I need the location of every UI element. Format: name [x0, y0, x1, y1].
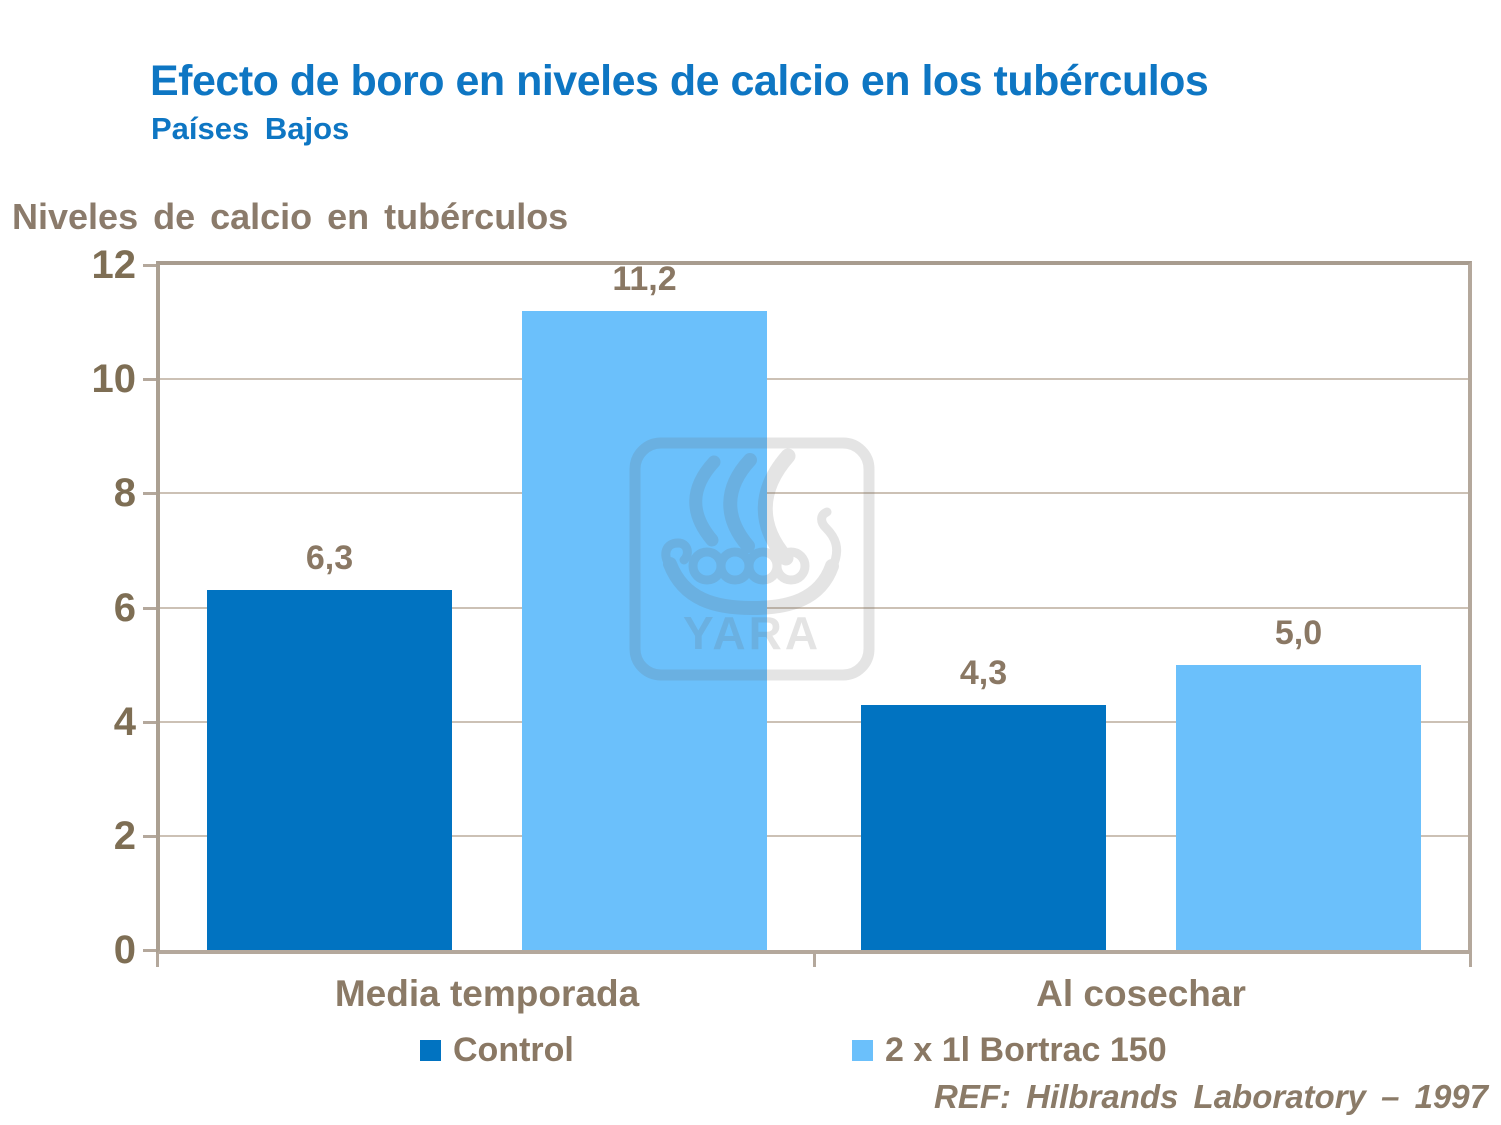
y-axis-tick [143, 834, 156, 838]
gridline [160, 492, 1468, 495]
slide-subtitle: Países Bajos [151, 111, 350, 146]
y-axis-tick [143, 378, 156, 382]
legend-swatch-2-x-1l-bortrac-150 [852, 1039, 873, 1061]
bar-control-media-temporada [207, 590, 452, 950]
y-axis-tick-label: 2 [113, 813, 136, 858]
y-axis-tick-label: 6 [113, 585, 136, 630]
bar-2-x-1l-bortrac-150-al-cosechar [1176, 664, 1421, 950]
chart-plot-area: 6,3 11,2 4,3 5,0 [156, 259, 1472, 954]
gridline [160, 606, 1468, 609]
y-axis-tick-label: 12 [91, 243, 137, 287]
legend-swatch-control [420, 1039, 441, 1061]
bar-value-label: 6,3 [305, 539, 354, 578]
x-axis-category-label-media-temporada: Media temporada [334, 973, 640, 1014]
y-axis-tick [143, 949, 156, 952]
gridline [160, 720, 1468, 723]
bar-control-al-cosechar [861, 704, 1106, 950]
legend-item-2-x-1l-bortrac-150: 2 x 1l Bortrac 150 [852, 1028, 1167, 1072]
y-axis-tick [143, 606, 156, 610]
y-axis-tick-label: 10 [91, 357, 137, 402]
x-axis-category-label-al-cosechar: Al cosechar [1036, 973, 1246, 1014]
bar-value-label: 5,0 [1274, 613, 1323, 652]
gridline [160, 378, 1468, 381]
y-axis-tick-label: 0 [113, 928, 136, 972]
gridline [160, 834, 1468, 837]
bar-value-label: 11,2 [612, 259, 677, 298]
reference-text: REF: Hilbrands Laboratory – 1997 [934, 1078, 1488, 1115]
legend-label: 2 x 1l Bortrac 150 [885, 1030, 1167, 1069]
y-axis-tick [143, 264, 156, 267]
bar-2-x-1l-bortrac-150-media-temporada [522, 310, 767, 950]
slide-title: Efecto de boro en niveles de calcio en l… [150, 57, 1209, 105]
legend-item-control: Control [420, 1028, 574, 1072]
y-axis-tick-label: 8 [113, 471, 136, 516]
y-axis-tick [143, 492, 156, 496]
chart-axis-title: Niveles de calcio en tubérculos [12, 196, 569, 237]
x-axis-tick [1469, 954, 1472, 967]
bar-value-label: 4,3 [959, 653, 1008, 692]
legend-label: Control [453, 1030, 574, 1069]
y-axis-tick [143, 720, 156, 724]
x-axis-tick [813, 954, 816, 967]
x-axis-tick [156, 954, 159, 967]
y-axis-tick-label: 4 [113, 699, 136, 744]
